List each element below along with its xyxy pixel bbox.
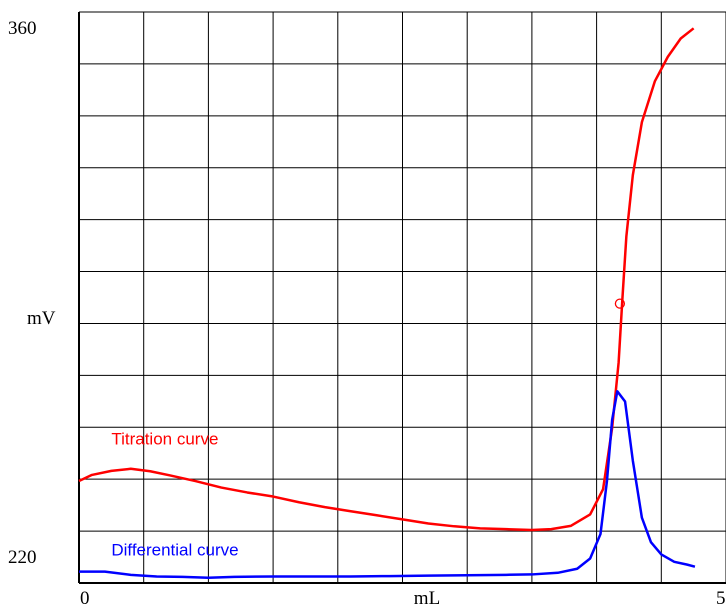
x-tick-label-min: 0: [80, 588, 90, 607]
differential-curve-label: Differential curve: [111, 540, 238, 559]
equivalence-point-marker: [614, 298, 626, 309]
y-axis-label: mV: [27, 308, 56, 329]
y-tick-label-max: 360: [8, 18, 37, 39]
titration-curve-label: Titration curve: [111, 429, 218, 448]
y-tick-label-min: 220: [8, 547, 37, 568]
chart-grid: [78, 11, 726, 584]
x-axis-label: mL: [414, 588, 440, 607]
x-tick-label-max: 5: [716, 588, 726, 607]
titration-curve-line: [78, 27, 695, 532]
differential-curve-line: [79, 390, 696, 579]
chart-series: [78, 27, 696, 579]
